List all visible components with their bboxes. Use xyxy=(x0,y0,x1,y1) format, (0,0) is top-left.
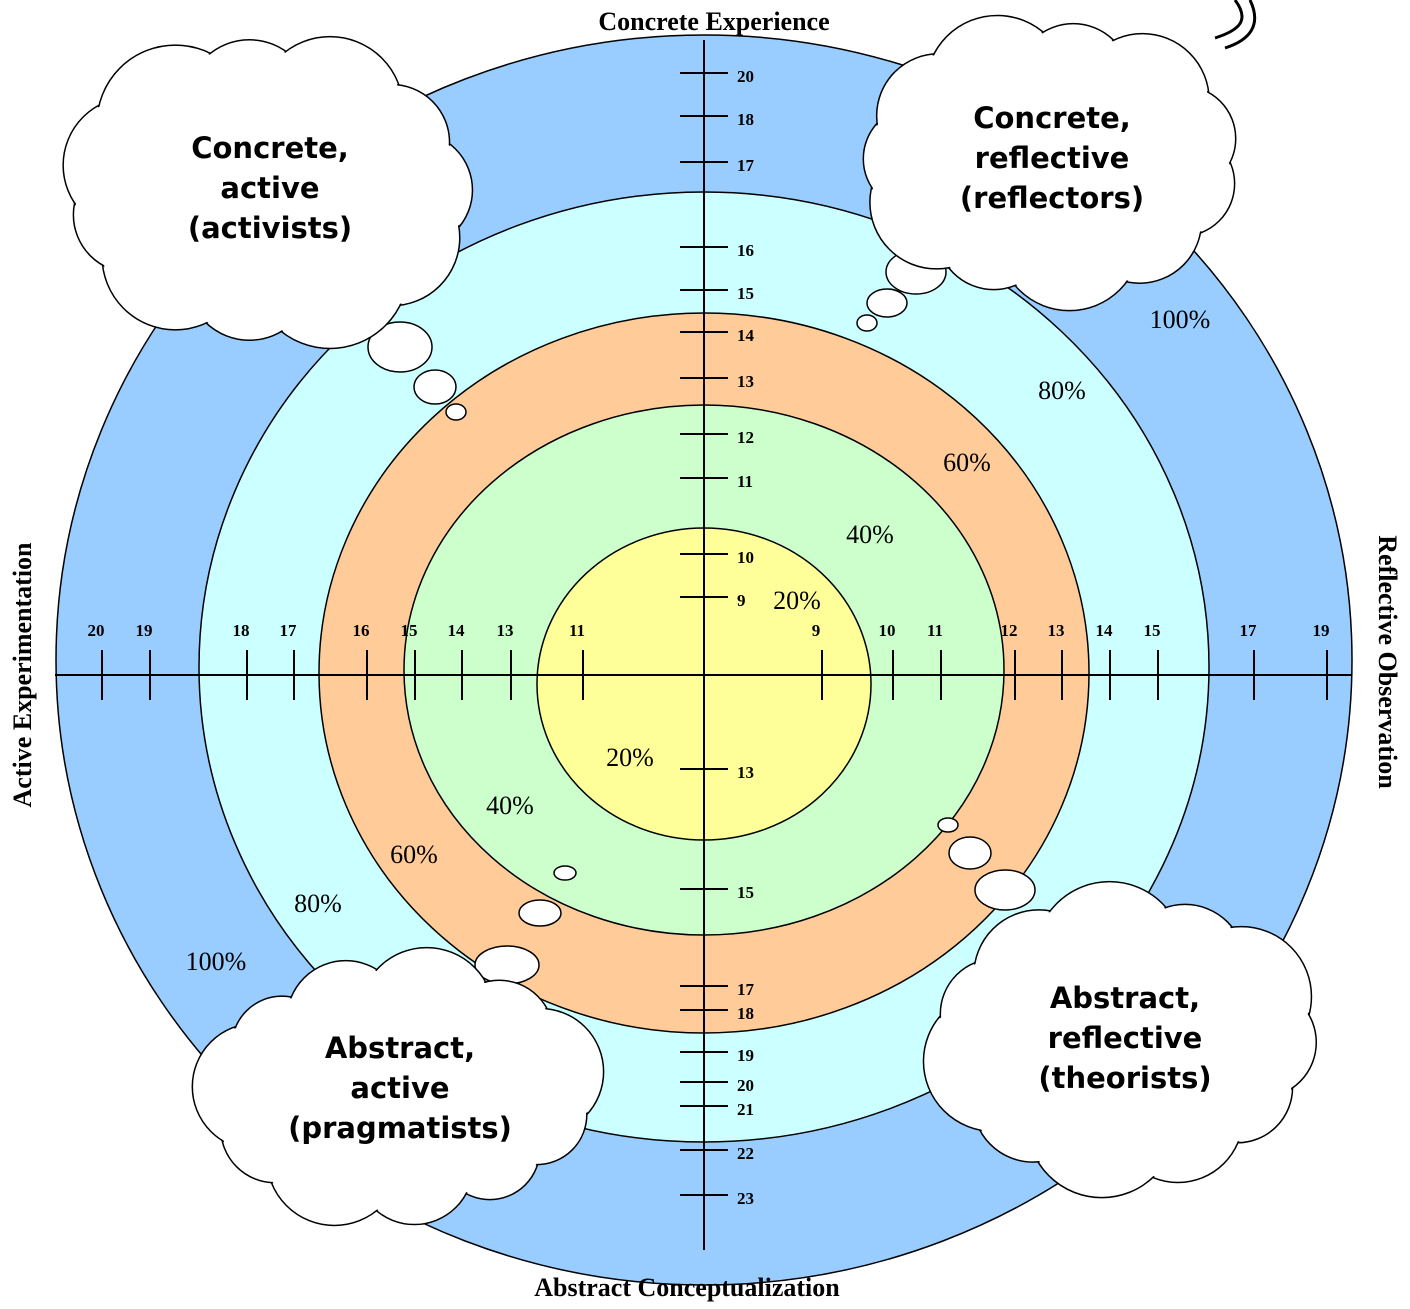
percent-label: 100% xyxy=(1150,305,1211,334)
axis-title-bottom: Abstract Conceptualization xyxy=(534,1273,840,1302)
cloud-text: Concrete, xyxy=(191,131,349,165)
cloud-text: Abstract, xyxy=(325,1031,475,1065)
tick-label: 11 xyxy=(569,621,585,640)
tick-label: 18 xyxy=(737,110,754,129)
percent-label: 60% xyxy=(943,448,991,477)
tick-label: 23 xyxy=(737,1189,754,1208)
tick-label: 19 xyxy=(1313,621,1330,640)
percent-label: 100% xyxy=(186,947,247,976)
tick-label: 11 xyxy=(737,472,753,491)
tick-label: 17 xyxy=(737,980,755,999)
axis-title-top: Concrete Experience xyxy=(598,7,829,36)
tick-label: 9 xyxy=(812,621,821,640)
tick-label: 14 xyxy=(1096,621,1114,640)
tick-label: 10 xyxy=(879,621,896,640)
tick-label: 18 xyxy=(233,621,250,640)
tick-label: 9 xyxy=(737,591,746,610)
percent-label: 60% xyxy=(390,840,438,869)
percent-label: 40% xyxy=(486,791,534,820)
tick-label: 12 xyxy=(737,428,754,447)
cloud-text: active xyxy=(220,171,319,205)
tick-label: 13 xyxy=(737,763,754,782)
decoration xyxy=(1215,0,1255,48)
thought-bubble xyxy=(949,837,991,869)
cloud-text: reflective xyxy=(975,141,1130,175)
tick-label: 22 xyxy=(737,1144,754,1163)
tick-label: 12 xyxy=(1001,621,1018,640)
cloud: Concrete, reflective (reflectors) xyxy=(863,15,1235,310)
axis-title-left: Active Experimentation xyxy=(8,542,37,808)
cloud-text: Abstract, xyxy=(1050,981,1200,1015)
thought-bubble xyxy=(554,866,576,880)
diagram: Concrete Experience Abstract Conceptuali… xyxy=(0,0,1410,1309)
percent-label: 40% xyxy=(846,520,894,549)
tick-label: 20 xyxy=(88,621,105,640)
cloud-text: Concrete, xyxy=(973,101,1131,135)
tick-label: 19 xyxy=(737,1046,754,1065)
thought-bubble xyxy=(867,289,907,317)
percent-label: 80% xyxy=(1038,376,1086,405)
tick-label: 14 xyxy=(448,621,466,640)
thought-bubble xyxy=(975,870,1035,910)
axis-title-right: Reflective Observation xyxy=(1373,535,1402,789)
tick-label: 17 xyxy=(1240,621,1258,640)
cloud-text: (activists) xyxy=(188,211,352,245)
tick-label: 15 xyxy=(1144,621,1161,640)
cloud-text: active xyxy=(350,1071,449,1105)
cloud-text: reflective xyxy=(1048,1021,1203,1055)
tick-label: 21 xyxy=(737,1100,754,1119)
tick-label: 17 xyxy=(737,156,755,175)
cloud-text: (theorists) xyxy=(1038,1061,1211,1095)
percent-label: 80% xyxy=(294,889,342,918)
tick-label: 13 xyxy=(497,621,514,640)
thought-bubble xyxy=(446,404,466,420)
cloud-text: (reflectors) xyxy=(960,181,1144,215)
thought-bubble xyxy=(857,315,877,331)
tick-label: 17 xyxy=(280,621,298,640)
thought-bubble xyxy=(519,900,561,926)
tick-label: 16 xyxy=(737,241,754,260)
tick-label: 19 xyxy=(136,621,153,640)
thought-bubble xyxy=(938,818,958,832)
tick-label: 20 xyxy=(737,67,754,86)
percent-label: 20% xyxy=(606,743,654,772)
page: Concrete Experience Abstract Conceptuali… xyxy=(0,0,1410,1309)
tick-label: 13 xyxy=(1048,621,1065,640)
tick-label: 15 xyxy=(737,284,754,303)
tick-label: 15 xyxy=(401,621,418,640)
tick-label: 18 xyxy=(737,1004,754,1023)
tick-label: 11 xyxy=(927,621,943,640)
tick-label: 13 xyxy=(737,372,754,391)
tick-label: 16 xyxy=(353,621,370,640)
cloud: Concrete, active (activists) xyxy=(63,37,472,349)
tick-label: 10 xyxy=(737,548,754,567)
thought-bubble xyxy=(414,370,456,404)
tick-label: 15 xyxy=(737,883,754,902)
thought-bubble xyxy=(475,946,539,984)
tick-label: 14 xyxy=(737,326,755,345)
tick-label: 20 xyxy=(737,1076,754,1095)
cloud-text: (pragmatists) xyxy=(288,1111,512,1145)
percent-label: 20% xyxy=(773,586,821,615)
